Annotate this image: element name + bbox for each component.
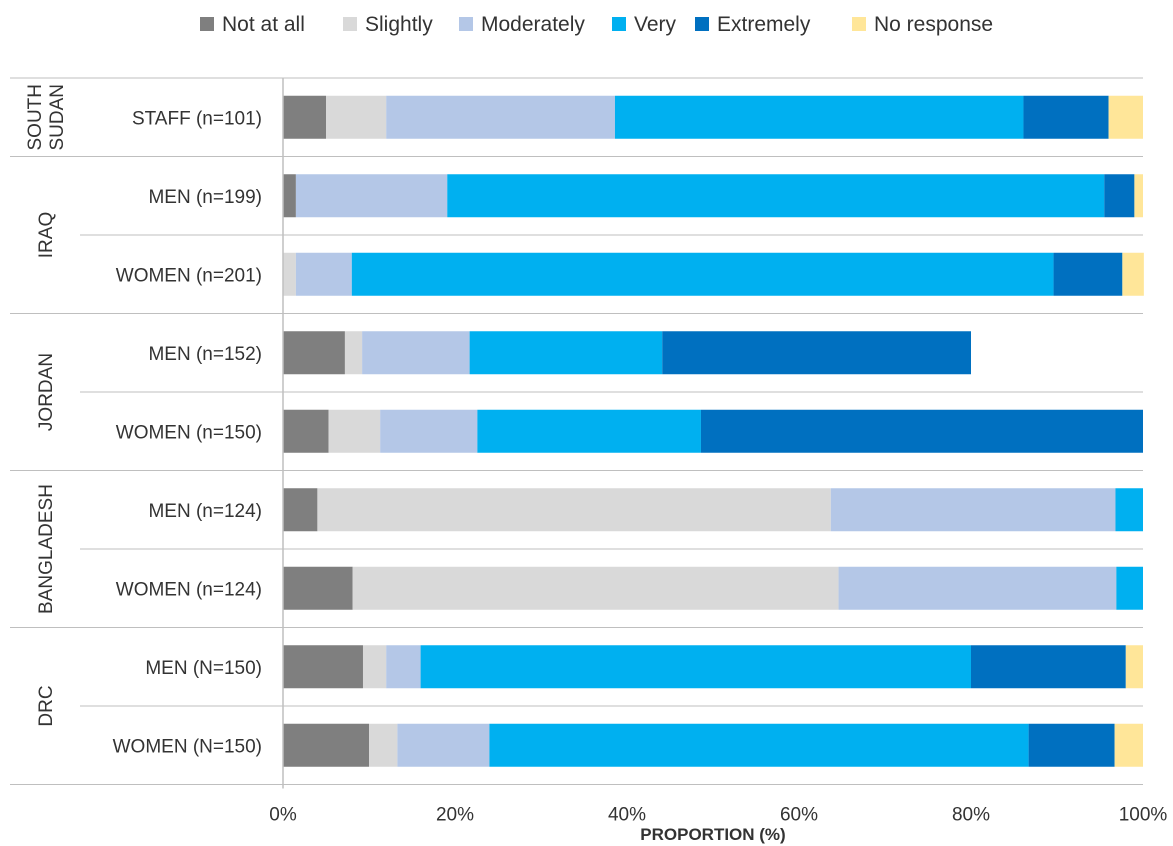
bar-segment-4-0 (283, 409, 329, 453)
legend: Not at all Slightly Moderately Very Extremel… (200, 13, 993, 36)
bar-segment-1-3 (447, 174, 1105, 218)
bar-segment-2-4 (1053, 252, 1123, 296)
bar-segment-8-1 (369, 723, 398, 767)
bar-segment-0-2 (386, 95, 615, 139)
bar-segment-3-4 (662, 331, 971, 375)
bar-segment-8-4 (1028, 723, 1115, 767)
legend-swatch-0 (200, 17, 214, 31)
bar-segment-1-0 (283, 174, 296, 218)
legend-label-2: Moderately (481, 13, 585, 36)
bar-segment-3-0 (283, 331, 345, 375)
category-label-4: WOMEN (n=150) (116, 422, 262, 443)
bar-segment-5-3 (1115, 488, 1143, 532)
bar-segment-7-4 (971, 645, 1126, 689)
bar-segment-0-0 (283, 95, 326, 139)
legend-label-3: Very (634, 13, 677, 36)
category-label-6: WOMEN (n=124) (116, 579, 262, 600)
x-axis-title: PROPORTION (%) (640, 825, 785, 844)
x-tick-label-0: 0% (269, 805, 297, 826)
bar-segment-5-2 (830, 488, 1116, 532)
bar-segment-6-1 (352, 566, 839, 610)
x-tick-label-2: 40% (608, 805, 646, 826)
bar-segment-0-3 (614, 95, 1024, 139)
bar-segment-3-1 (344, 331, 363, 375)
bar-segment-4-2 (380, 409, 478, 453)
bar-segment-4-3 (477, 409, 701, 453)
group-label-3-0: BANGLADESH (36, 484, 57, 614)
bar-segment-2-5 (1122, 252, 1144, 296)
bar-segment-2-1 (283, 252, 296, 296)
category-label-0: STAFF (n=101) (132, 108, 262, 129)
bar-segment-7-1 (362, 645, 387, 689)
bar-segment-0-5 (1108, 95, 1143, 139)
bar-segment-7-2 (386, 645, 421, 689)
bar-segment-3-3 (469, 331, 663, 375)
plot-area: STAFF (n=101) SOUTH SUDAN MEN (n=199) WOMEN … (10, 77, 1144, 785)
bar-segment-1-5 (1134, 174, 1143, 218)
legend-swatch-4 (695, 17, 709, 31)
bar-segment-7-3 (420, 645, 972, 689)
category-label-8: WOMEN (N=150) (113, 736, 262, 757)
group-label-4-0: DRC (36, 685, 57, 726)
bar-segment-6-2 (838, 566, 1117, 610)
x-tick-label-3: 60% (780, 805, 818, 826)
category-label-2: WOMEN (n=201) (116, 265, 262, 286)
legend-label-5: No response (874, 13, 993, 36)
legend-swatch-1 (343, 17, 357, 31)
x-axis: 0% 20% 40% 60% 80% 100% (269, 78, 1167, 826)
bar-segment-4-4 (700, 409, 1143, 453)
category-label-1: MEN (n=199) (148, 187, 262, 208)
legend-swatch-3 (612, 17, 626, 31)
group-label-2-0: JORDAN (36, 353, 57, 431)
legend-label-1: Slightly (365, 13, 433, 36)
category-label-5: MEN (n=124) (148, 501, 262, 522)
bar-segment-3-2 (362, 331, 470, 375)
category-label-3: MEN (n=152) (148, 344, 262, 365)
x-tick-label-1: 20% (436, 805, 474, 826)
x-tick-label-4: 80% (952, 805, 990, 826)
legend-label-4: Extremely (717, 13, 811, 36)
bar-segment-8-5 (1114, 723, 1143, 767)
group-label-1-0: IRAQ (36, 212, 57, 258)
legend-swatch-5 (852, 17, 866, 31)
group-label-0-1: SUDAN (47, 84, 68, 151)
bar-segment-7-0 (283, 645, 363, 689)
bar-segment-0-1 (326, 95, 387, 139)
bar-segment-6-0 (283, 566, 353, 610)
category-label-7: MEN (N=150) (145, 658, 262, 679)
bar-segment-0-4 (1023, 95, 1109, 139)
bar-segment-8-0 (283, 723, 369, 767)
bar-segment-2-3 (351, 252, 1054, 296)
group-label-0-0: SOUTH (25, 84, 46, 151)
bar-segment-7-5 (1125, 645, 1143, 689)
bar-segment-1-2 (295, 174, 448, 218)
bar-segment-5-1 (317, 488, 831, 532)
x-tick-label-5: 100% (1119, 805, 1168, 826)
legend-label-0: Not at all (222, 13, 305, 36)
bar-segment-4-1 (328, 409, 381, 453)
bar-segment-5-0 (283, 488, 318, 532)
bar-segment-6-3 (1116, 566, 1143, 610)
bar-segment-8-3 (489, 723, 1029, 767)
bar-segment-2-2 (295, 252, 352, 296)
bar-segment-1-4 (1104, 174, 1135, 218)
bar-segment-8-2 (397, 723, 490, 767)
legend-swatch-2 (459, 17, 473, 31)
